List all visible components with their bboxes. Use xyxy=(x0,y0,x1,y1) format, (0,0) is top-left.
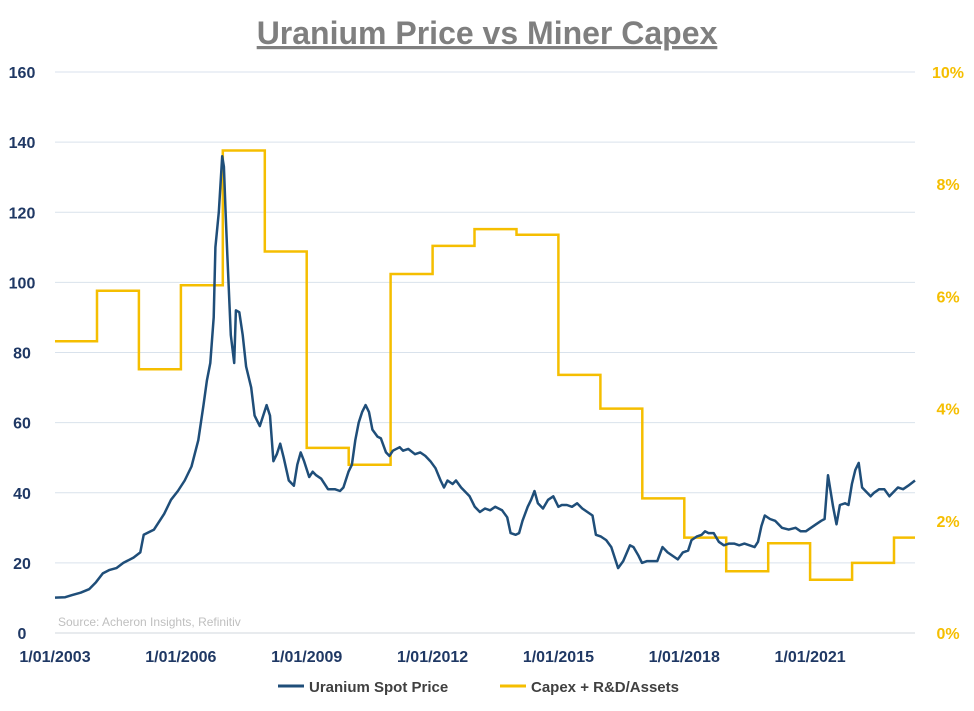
x-axis: 1/01/2003 1/01/2006 1/01/2009 1/01/2012 1/01… xyxy=(19,632,915,666)
x-tick-label: 1/01/2003 xyxy=(19,649,90,666)
x-tick-label: 1/01/2006 xyxy=(145,649,216,666)
y-right-tick-label: 0% xyxy=(936,626,959,643)
x-tick-label: 1/01/2015 xyxy=(523,649,594,666)
series-line-capex xyxy=(55,149,915,581)
x-tick-label: 1/01/2018 xyxy=(649,649,720,666)
y-left-tick-label: 20 xyxy=(13,556,31,573)
x-tick-label: 1/01/2009 xyxy=(271,649,342,666)
chart-title: Uranium Price vs Miner Capex xyxy=(257,15,718,51)
y-axis-left: 0 20 40 60 80 100 120 140 160 xyxy=(9,65,36,643)
series-group xyxy=(54,149,916,599)
gridlines xyxy=(55,71,915,564)
y-left-tick-label: 120 xyxy=(9,205,36,222)
source-note: Source: Acheron Insights, Refinitiv xyxy=(58,615,241,629)
y-axis-right: 0% 2% 4% 6% 8% 10% xyxy=(932,65,964,643)
y-left-tick-label: 160 xyxy=(9,65,36,82)
y-right-tick-label: 10% xyxy=(932,65,964,82)
legend-label-uranium: Uranium Spot Price xyxy=(309,679,448,696)
legend-label-capex: Capex + R&D/Assets xyxy=(531,679,679,696)
y-left-tick-label: 100 xyxy=(9,275,36,292)
x-tick-label: 1/01/2012 xyxy=(397,649,468,666)
y-right-tick-label: 8% xyxy=(936,177,959,194)
y-left-tick-label: 0 xyxy=(18,626,27,643)
y-right-tick-label: 4% xyxy=(936,402,959,419)
y-left-tick-label: 140 xyxy=(9,135,36,152)
y-right-tick-label: 2% xyxy=(936,514,959,531)
y-left-tick-label: 60 xyxy=(13,416,31,433)
y-left-tick-label: 40 xyxy=(13,486,31,503)
x-tick-label: 1/01/2021 xyxy=(775,649,846,666)
legend: Uranium Spot Price Capex + R&D/Assets xyxy=(278,679,679,696)
series-line-uranium xyxy=(54,154,916,599)
y-right-tick-label: 6% xyxy=(936,289,959,306)
y-left-tick-label: 80 xyxy=(13,346,31,363)
